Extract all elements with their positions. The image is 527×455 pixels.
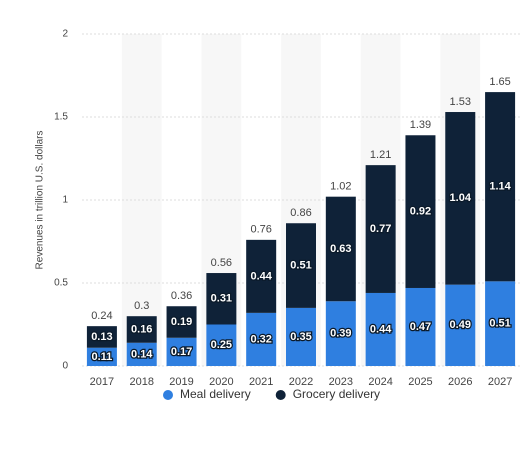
bar-segment	[166, 337, 197, 366]
x-tick-label: 2027	[488, 376, 512, 388]
x-tick-label: 2020	[209, 376, 233, 388]
total-label: 0.76	[250, 224, 271, 236]
data-label: 0.47	[410, 321, 431, 333]
data-label: 0.11	[92, 351, 113, 363]
data-label: 0.51	[290, 259, 311, 271]
data-label: 0.77	[370, 223, 391, 235]
x-tick-label: 2023	[329, 376, 353, 388]
data-label: 0.92	[410, 206, 431, 218]
bar-segment	[286, 223, 316, 308]
bar-segment	[445, 112, 476, 285]
data-label: 0.31	[211, 293, 232, 305]
x-tick-label: 2017	[90, 376, 114, 388]
bar-segment	[206, 273, 237, 325]
data-label: 0.49	[450, 319, 471, 331]
bar-segment	[126, 342, 157, 366]
total-label: 0.86	[290, 207, 311, 219]
x-tick-label: 2022	[289, 376, 313, 388]
x-tick-label: 2024	[368, 376, 392, 388]
bar-segment	[485, 92, 516, 282]
data-label: 0.35	[290, 331, 311, 343]
y-tick-label: 0.5	[54, 278, 68, 289]
bar-segment	[365, 292, 396, 366]
bar-segment	[86, 347, 117, 366]
data-label: 0.25	[211, 339, 232, 351]
bar-segment	[86, 326, 117, 348]
bar-segment	[405, 135, 436, 288]
bar-segment	[485, 281, 516, 366]
legend-label: Grocery delivery	[293, 387, 380, 401]
data-label: 0.13	[91, 331, 112, 343]
bar-segment	[405, 287, 436, 366]
x-tick-label: 2018	[129, 376, 153, 388]
x-tick-label: 2025	[408, 376, 432, 388]
legend-label: Meal delivery	[180, 387, 251, 401]
y-tick-label: 0	[62, 361, 68, 372]
total-label: 1.21	[370, 149, 391, 161]
data-label: 0.16	[131, 323, 152, 335]
data-label: 0.19	[171, 316, 192, 328]
total-label: 1.65	[489, 76, 510, 88]
total-label: 1.53	[450, 96, 471, 108]
y-tick-label: 1	[62, 195, 68, 206]
data-label: 0.14	[131, 348, 153, 360]
data-label: 0.17	[171, 346, 192, 358]
x-tick-label: 2021	[249, 376, 273, 388]
bar-segment	[246, 239, 277, 313]
total-label: 0.24	[91, 310, 112, 322]
bar-segment	[365, 165, 396, 293]
bar-segment	[166, 306, 197, 338]
total-label: 0.36	[171, 290, 192, 302]
data-label: 1.04	[450, 192, 472, 204]
bar-segment	[325, 196, 356, 302]
total-label: 0.3	[134, 300, 149, 312]
x-tick-label: 2026	[448, 376, 472, 388]
bar-segment	[325, 301, 356, 366]
y-tick-label: 1.5	[54, 112, 68, 123]
data-label: 0.44	[370, 323, 392, 335]
y-axis-label: Revenues in trillion U.S. dollars	[35, 131, 46, 270]
total-label: 0.56	[211, 257, 232, 269]
data-label: 0.32	[250, 333, 271, 345]
total-label: 1.02	[330, 181, 351, 193]
y-tick-label: 2	[62, 29, 68, 40]
bar-segment	[445, 284, 476, 366]
bar-segment	[286, 307, 316, 366]
legend-marker	[163, 390, 173, 400]
data-label: 0.63	[330, 243, 351, 255]
bar-segment	[206, 324, 237, 366]
data-label: 0.39	[330, 328, 351, 340]
x-tick-label: 2019	[169, 376, 193, 388]
bar-segment	[126, 316, 157, 343]
total-label: 1.39	[410, 119, 431, 131]
bar-segment	[246, 312, 277, 366]
data-label: 1.14	[489, 181, 511, 193]
data-label: 0.51	[489, 318, 510, 330]
legend-marker	[275, 390, 286, 400]
data-label: 0.44	[250, 270, 272, 282]
